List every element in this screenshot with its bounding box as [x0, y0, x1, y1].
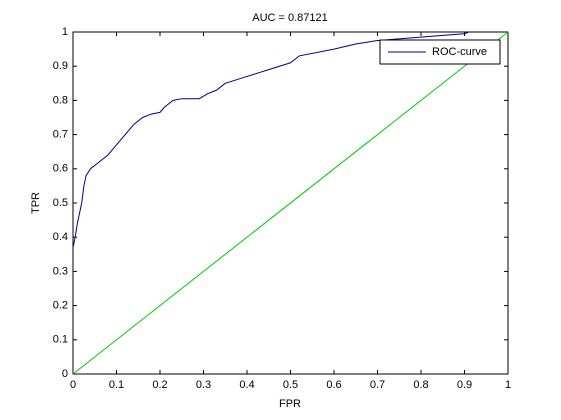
x-tick-label: 0.4 [239, 379, 254, 391]
y-tick-label: 0.8 [53, 94, 68, 106]
x-tick-label: 1 [505, 379, 511, 391]
x-axis-label: FPR [279, 398, 301, 410]
y-tick-label: 0.1 [53, 334, 68, 346]
legend-label: ROC-curve [432, 46, 487, 58]
x-tick-label: 0.6 [326, 379, 341, 391]
x-tick-label: 0.3 [196, 379, 211, 391]
y-tick-label: 0 [62, 368, 68, 380]
data-line [72, 31, 470, 248]
x-tick-label: 0.7 [370, 379, 385, 391]
x-tick-label: 0.9 [457, 379, 472, 391]
x-tick-label: 0.8 [413, 379, 428, 391]
x-tick-label: 0 [70, 379, 76, 391]
y-tick-label: 0.6 [53, 163, 68, 175]
y-tick-label: 0.3 [53, 265, 68, 277]
y-tick-label: 0.5 [53, 197, 68, 209]
y-tick-label: 0.9 [53, 60, 68, 72]
y-tick-label: 0.7 [53, 129, 68, 141]
x-tick-label: 0.5 [283, 379, 298, 391]
x-tick-label: 0.1 [109, 379, 124, 391]
y-axis-label: TPR [30, 192, 42, 214]
y-tick-label: 0.4 [53, 231, 68, 243]
x-tick-label: 0.2 [152, 379, 167, 391]
y-tick-label: 0.2 [53, 300, 68, 312]
y-tick-label: 1 [62, 26, 68, 38]
chart-title: AUC = 0.87121 [252, 12, 328, 24]
data-line [72, 31, 509, 375]
